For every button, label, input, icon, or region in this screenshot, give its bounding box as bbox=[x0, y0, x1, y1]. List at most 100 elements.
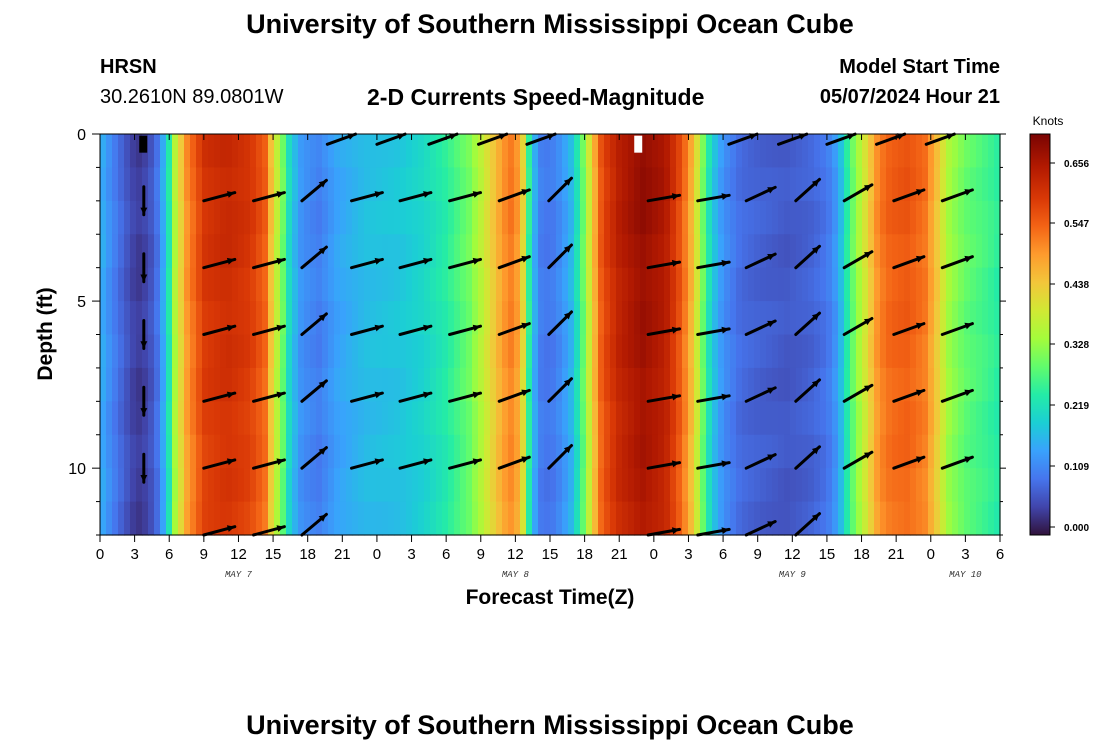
current-vector bbox=[448, 391, 482, 403]
current-vector bbox=[842, 317, 874, 336]
date-label: MAY 8 bbox=[502, 570, 530, 580]
current-vectors bbox=[140, 132, 974, 537]
y-tick-label: 0 bbox=[77, 127, 86, 144]
current-vector bbox=[398, 257, 433, 270]
current-vector bbox=[448, 257, 482, 270]
current-vector bbox=[794, 177, 821, 203]
current-vector bbox=[350, 191, 384, 203]
current-vector bbox=[696, 393, 731, 403]
current-vector bbox=[140, 385, 148, 417]
current-vector bbox=[547, 377, 573, 403]
current-vector bbox=[940, 322, 974, 336]
current-vector bbox=[940, 255, 974, 270]
x-tick-label: 21 bbox=[611, 546, 628, 563]
x-tick-label: 6 bbox=[165, 546, 173, 563]
x-tick-label: 6 bbox=[719, 546, 727, 563]
current-vector bbox=[547, 444, 573, 470]
current-vector bbox=[300, 512, 328, 537]
current-vector bbox=[252, 191, 286, 203]
y-tick-label: 5 bbox=[77, 294, 86, 311]
x-tick-label: 12 bbox=[784, 546, 801, 563]
x-tick-label: 3 bbox=[684, 546, 692, 563]
current-vector bbox=[398, 191, 433, 203]
current-vector bbox=[202, 191, 237, 203]
current-vector bbox=[892, 322, 926, 336]
current-vector bbox=[744, 453, 777, 470]
x-tick-label: 3 bbox=[130, 546, 138, 563]
x-tick-label: 21 bbox=[334, 546, 351, 563]
x-tick-label: 15 bbox=[819, 546, 836, 563]
x-tick-label: 9 bbox=[477, 546, 485, 563]
colorbar-gradient bbox=[1029, 133, 1051, 536]
current-vector bbox=[940, 188, 974, 203]
colorbar-tick-label: 0.547 bbox=[1064, 219, 1089, 230]
current-vector bbox=[497, 255, 531, 270]
current-vector bbox=[398, 324, 433, 336]
x-tick-label: 9 bbox=[200, 546, 208, 563]
current-vector bbox=[547, 176, 573, 203]
current-vector bbox=[140, 452, 148, 484]
current-vector bbox=[794, 445, 821, 470]
current-vector bbox=[696, 326, 731, 336]
colorbar: Knots 0.656 0.547 0.438 0.328 0.219 0.109 0.00… bbox=[1029, 114, 1089, 536]
x-tick-label: 0 bbox=[96, 546, 104, 563]
x-axis: 0 3 6 9 12 15 18 21 0 3 6 9 12 15 18 21 0 3 6 9 12 15 18 21 0 3 6 M… bbox=[96, 134, 1004, 580]
current-vector bbox=[794, 244, 821, 270]
current-vector bbox=[325, 132, 357, 146]
current-vector bbox=[744, 386, 777, 403]
current-vector bbox=[646, 527, 682, 537]
current-vector bbox=[252, 458, 286, 470]
current-vector bbox=[875, 132, 907, 146]
colorbar-tick-label: 0.219 bbox=[1064, 401, 1089, 412]
current-vector bbox=[252, 391, 286, 403]
current-vector bbox=[497, 188, 531, 203]
current-vector bbox=[892, 188, 926, 203]
current-vector bbox=[477, 132, 509, 146]
page-title: University of Southern Mississippi Ocean… bbox=[246, 9, 854, 39]
current-vector bbox=[140, 185, 148, 217]
y-tick-label: 10 bbox=[68, 461, 86, 478]
current-vector bbox=[825, 132, 857, 146]
current-vector bbox=[794, 378, 821, 403]
x-tick-label: 3 bbox=[407, 546, 415, 563]
colorbar-tick-label: 0.328 bbox=[1064, 340, 1089, 351]
x-tick-label: 18 bbox=[853, 546, 870, 563]
x-tick-label: 6 bbox=[442, 546, 450, 563]
chart-subtitle: 2-D Currents Speed-Magnitude bbox=[367, 84, 705, 110]
current-vector bbox=[350, 391, 384, 403]
current-vector bbox=[892, 388, 926, 403]
current-vector bbox=[842, 383, 874, 403]
current-vector bbox=[350, 458, 384, 470]
current-vector bbox=[892, 455, 926, 470]
station-coordinates: 30.2610N 89.0801W bbox=[100, 86, 284, 108]
x-tick-label: 18 bbox=[299, 546, 316, 563]
current-vector bbox=[794, 311, 821, 336]
current-vector bbox=[547, 310, 573, 336]
x-axis-label: Forecast Time(Z) bbox=[466, 586, 635, 609]
current-vector bbox=[794, 512, 821, 537]
surface-marker bbox=[139, 135, 148, 153]
x-tick-label: 3 bbox=[961, 546, 969, 563]
x-tick-label: 21 bbox=[888, 546, 905, 563]
current-vector bbox=[252, 257, 286, 270]
current-vector bbox=[427, 132, 459, 146]
current-vector bbox=[202, 458, 237, 470]
current-vector bbox=[924, 132, 956, 146]
x-tick-label: 18 bbox=[576, 546, 593, 563]
model-start-value: 05/07/2024 Hour 21 bbox=[819, 86, 1000, 108]
current-vector bbox=[892, 255, 926, 270]
current-vector bbox=[300, 379, 328, 403]
colorbar-unit-label: Knots bbox=[1033, 114, 1064, 128]
current-vector bbox=[202, 525, 237, 537]
current-vector bbox=[646, 259, 682, 270]
x-tick-label: 6 bbox=[996, 546, 1004, 563]
current-vector bbox=[842, 450, 874, 470]
footer-title: University of Southern Mississippi Ocean… bbox=[246, 710, 854, 740]
current-vector bbox=[350, 324, 384, 336]
current-vector bbox=[202, 324, 237, 336]
colorbar-tick-label: 0.109 bbox=[1064, 462, 1089, 473]
current-vector bbox=[398, 458, 433, 470]
colorbar-tick-label: 0.438 bbox=[1064, 280, 1089, 291]
y-axis: 0 5 10 bbox=[68, 127, 1006, 536]
current-vector bbox=[398, 391, 433, 403]
